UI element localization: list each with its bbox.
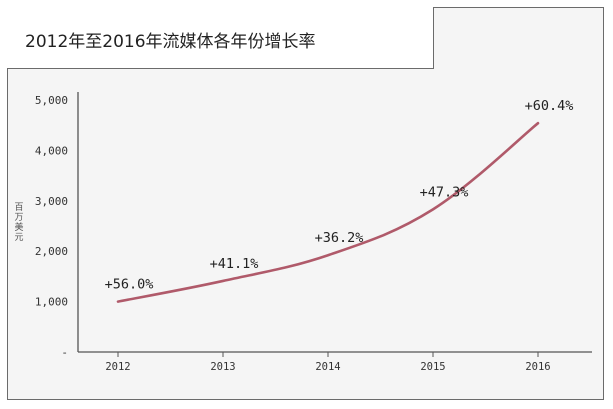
y-tick-label: 3,000 <box>35 195 68 208</box>
data-label: +47.3% <box>420 184 469 200</box>
y-tick-label: 1,000 <box>35 296 68 309</box>
x-tick-label: 2013 <box>210 361 235 373</box>
y-axis-unit-label: 百万美元 <box>14 203 24 243</box>
chart-title: 2012年至2016年流媒体各年份增长率 <box>25 32 316 52</box>
data-label: +56.0% <box>105 277 154 293</box>
data-labels: +56.0% +41.1% +36.2% +47.3% +60.4% <box>105 98 574 292</box>
x-tick-label: 2016 <box>525 361 550 373</box>
x-ticks: 2012 2013 2014 2015 2016 <box>105 352 551 373</box>
data-label: +60.4% <box>525 98 574 114</box>
y-tick-label: 2,000 <box>35 245 68 258</box>
y-tick-label: 4,000 <box>35 144 68 157</box>
y-tick-label: - <box>61 346 68 359</box>
chart-frame <box>7 7 604 400</box>
y-ticks: - 1,000 2,000 3,000 4,000 5,000 <box>35 94 68 359</box>
title-box <box>7 7 434 69</box>
y-tick-label: 5,000 <box>35 94 68 107</box>
x-tick-label: 2012 <box>105 361 130 373</box>
data-label: +41.1% <box>210 256 259 272</box>
x-tick-label: 2014 <box>315 361 340 373</box>
x-tick-label: 2015 <box>420 361 445 373</box>
data-label: +36.2% <box>315 230 364 246</box>
series-line <box>116 121 540 303</box>
